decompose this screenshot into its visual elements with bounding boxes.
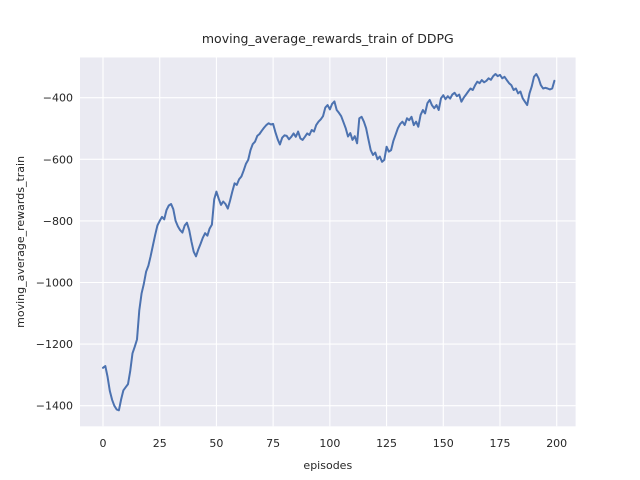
x-tick-label: 200 [546,437,567,450]
plot-area-background [80,57,576,427]
grid-lines [80,57,576,427]
chart-title: moving_average_rewards_train of DDPG [202,31,454,46]
y-tick-label: −800 [43,215,73,228]
x-tick-label: 75 [266,437,280,450]
x-tick-label: 125 [376,437,397,450]
y-tick-label: −1200 [36,338,73,351]
y-tick-label: −1000 [36,277,73,290]
x-tick-label: 100 [319,437,340,450]
y-tick-label: −400 [43,92,73,105]
y-tick-label: −1400 [36,400,73,413]
x-tick-label: 50 [209,437,223,450]
y-axis-label: moving_average_rewards_train [14,156,27,328]
x-axis-tick-labels: 0 25 50 75 100 125 150 175 200 [100,437,568,450]
x-axis-label: episodes [303,459,352,472]
y-tick-label: −600 [43,153,73,166]
x-tick-label: 0 [100,437,107,450]
moving-average-rewards-line [102,73,556,412]
x-tick-label: 25 [153,437,167,450]
x-tick-label: 150 [433,437,454,450]
x-tick-label: 175 [489,437,510,450]
y-axis-tick-labels: −400 −600 −800 −1000 −1200 −1400 [36,92,73,413]
